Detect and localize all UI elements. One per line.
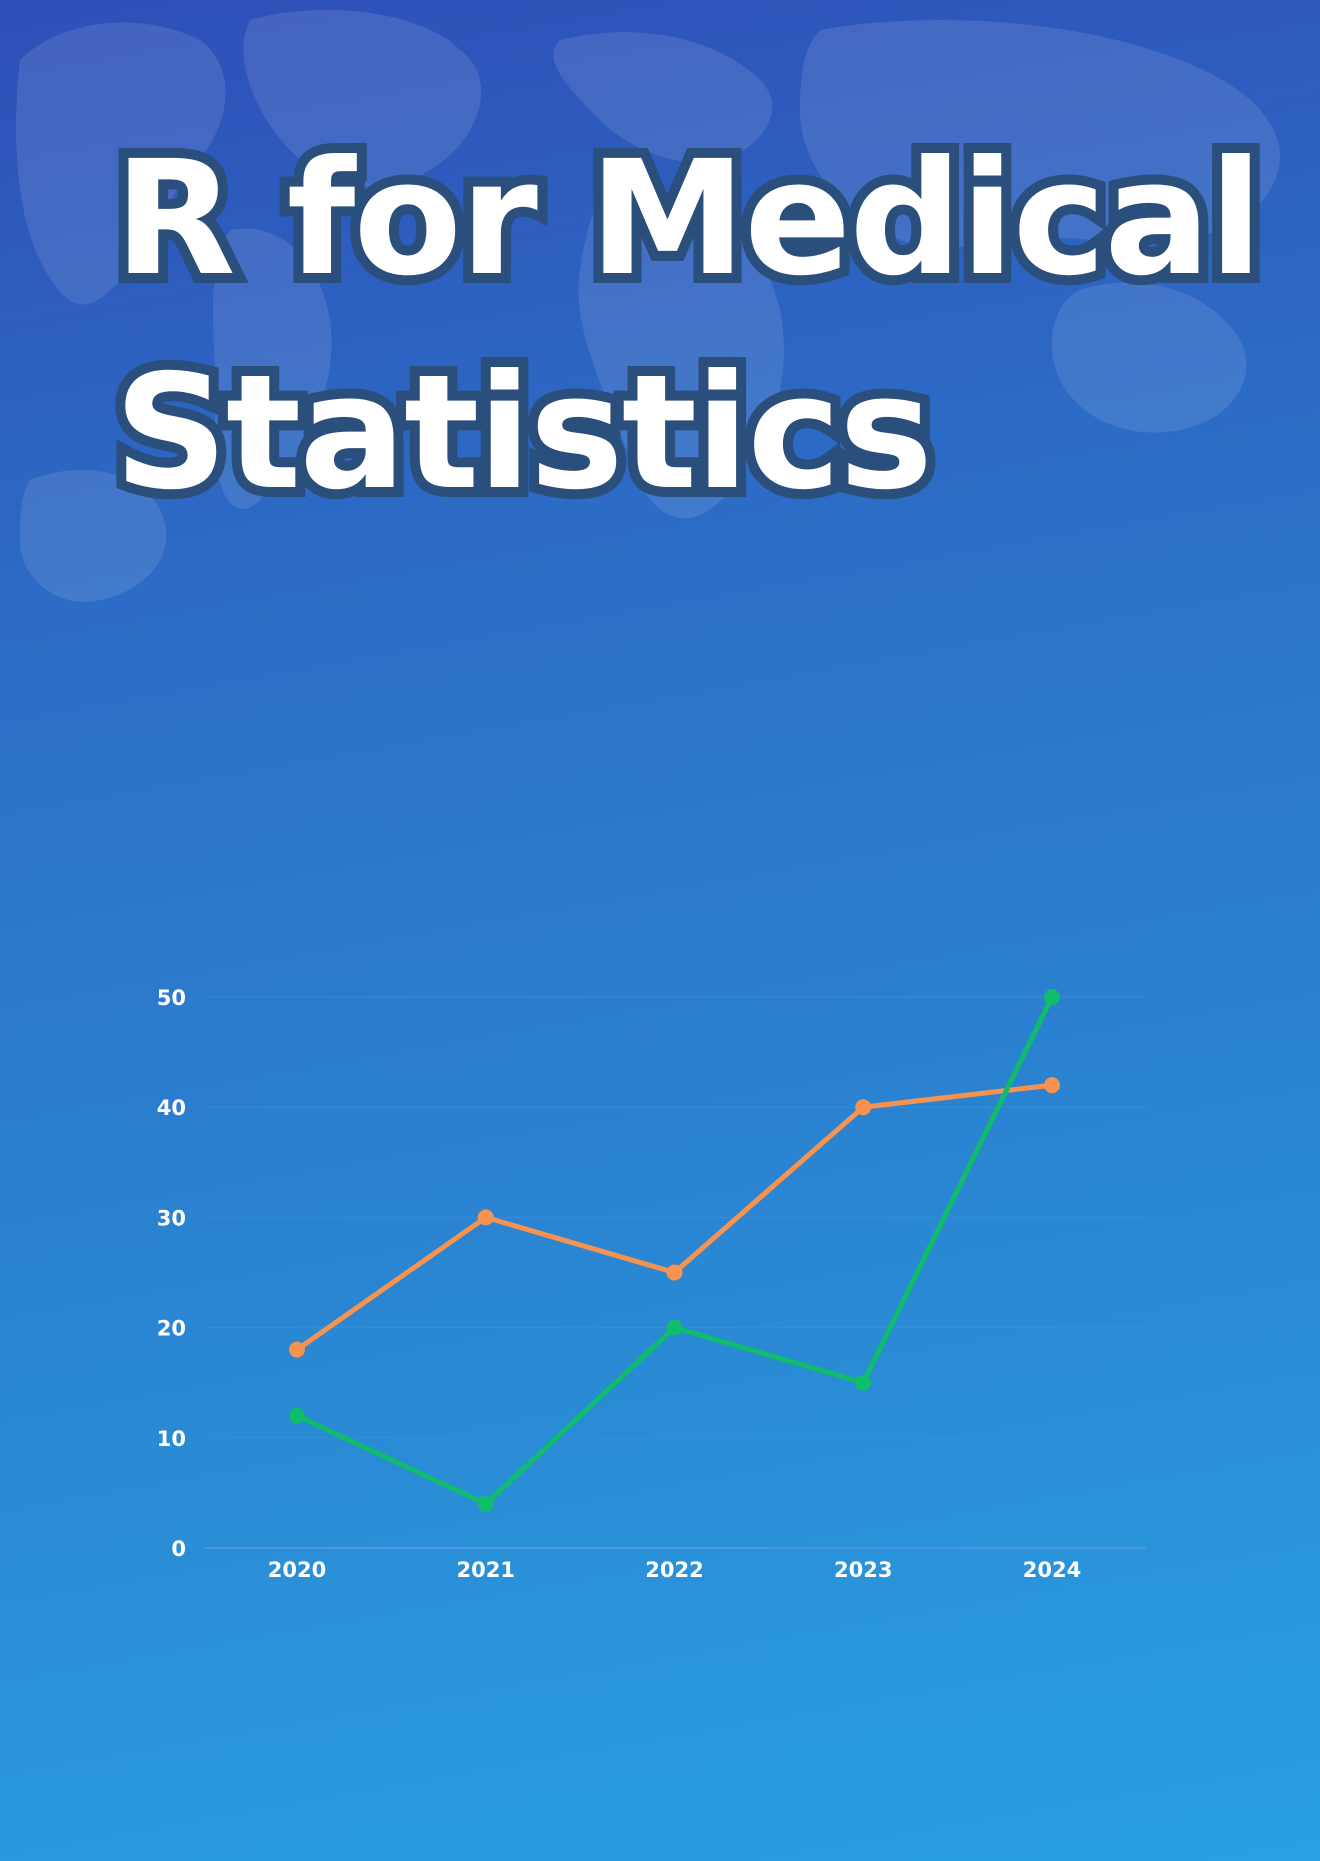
series-1 <box>289 989 1060 1512</box>
y-tick-label: 50 <box>157 986 186 1010</box>
series-line <box>294 994 1055 1507</box>
data-point <box>666 1319 683 1336</box>
data-point <box>855 1099 872 1116</box>
data-point <box>1044 1077 1060 1094</box>
data-point <box>666 1264 683 1281</box>
y-tick-label: 0 <box>171 1537 186 1561</box>
data-point <box>855 1374 872 1391</box>
x-tick-label: 2022 <box>645 1558 703 1582</box>
series-lines <box>289 989 1060 1512</box>
data-point <box>477 1209 494 1226</box>
data-point <box>1044 989 1060 1005</box>
series-0 <box>289 1077 1060 1358</box>
x-tick-label: 2024 <box>1023 1558 1081 1582</box>
axis-tick-labels: 0 10 20 30 40 50 2020 2021 2022 2023 2024 <box>157 986 1081 1582</box>
x-tick-label: 2020 <box>268 1558 326 1582</box>
data-point <box>289 1407 305 1424</box>
y-tick-label: 30 <box>157 1206 186 1230</box>
page-title: R for Medical Statistics <box>104 117 1273 535</box>
y-tick-label: 40 <box>157 1096 186 1120</box>
data-point <box>289 1341 305 1358</box>
y-tick-label: 10 <box>157 1427 186 1451</box>
data-point <box>477 1495 494 1512</box>
world-map-background <box>16 10 1280 602</box>
x-tick-label: 2021 <box>457 1558 515 1582</box>
x-tick-label: 2023 <box>834 1558 892 1582</box>
y-tick-label: 20 <box>157 1317 186 1341</box>
